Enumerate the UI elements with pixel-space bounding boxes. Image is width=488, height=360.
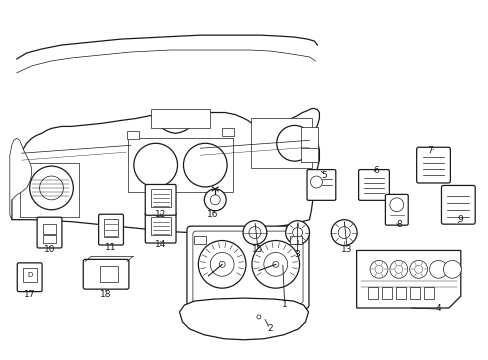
Polygon shape <box>12 109 319 233</box>
Circle shape <box>248 227 260 239</box>
Circle shape <box>204 189 225 211</box>
Circle shape <box>443 260 460 278</box>
FancyBboxPatch shape <box>99 214 123 245</box>
Bar <box>367 287 377 299</box>
Text: 4: 4 <box>435 305 440 314</box>
Bar <box>128 138 232 192</box>
Bar <box>42 235 56 243</box>
Bar <box>100 266 118 282</box>
Circle shape <box>409 260 427 278</box>
Bar <box>300 148 318 162</box>
Circle shape <box>394 265 402 273</box>
Bar <box>222 129 234 136</box>
Text: 9: 9 <box>456 215 462 224</box>
Text: 12: 12 <box>155 210 166 219</box>
Text: 14: 14 <box>155 240 166 249</box>
Circle shape <box>264 252 287 276</box>
Circle shape <box>198 240 245 288</box>
Circle shape <box>219 261 224 267</box>
FancyBboxPatch shape <box>83 260 129 289</box>
Circle shape <box>292 228 302 238</box>
Text: 3: 3 <box>294 250 300 259</box>
Circle shape <box>210 195 220 205</box>
Bar <box>423 287 433 299</box>
Circle shape <box>183 143 226 187</box>
Text: 1: 1 <box>281 300 287 309</box>
Circle shape <box>40 176 63 200</box>
FancyBboxPatch shape <box>441 185 474 224</box>
Circle shape <box>369 260 387 278</box>
Circle shape <box>210 252 234 276</box>
Text: 17: 17 <box>24 289 35 298</box>
FancyBboxPatch shape <box>37 217 62 248</box>
Text: 15: 15 <box>252 245 263 254</box>
Bar <box>409 287 419 299</box>
Circle shape <box>338 227 349 239</box>
Text: 8: 8 <box>395 220 401 229</box>
Bar <box>42 224 56 234</box>
FancyBboxPatch shape <box>145 184 176 215</box>
FancyBboxPatch shape <box>17 263 42 292</box>
FancyBboxPatch shape <box>385 194 407 225</box>
Circle shape <box>134 143 177 187</box>
Bar <box>127 131 139 139</box>
Bar <box>103 219 118 237</box>
Text: 7: 7 <box>427 146 432 155</box>
Text: 18: 18 <box>100 289 112 298</box>
FancyBboxPatch shape <box>416 147 449 183</box>
Text: 5: 5 <box>321 171 326 180</box>
Bar <box>150 189 170 207</box>
Circle shape <box>389 260 407 278</box>
Polygon shape <box>10 138 32 220</box>
Bar <box>381 287 391 299</box>
Bar <box>250 118 312 168</box>
Circle shape <box>243 221 266 244</box>
FancyBboxPatch shape <box>306 170 335 201</box>
Text: 16: 16 <box>206 210 218 219</box>
Text: 2: 2 <box>266 324 272 333</box>
Bar <box>289 235 301 243</box>
Circle shape <box>331 220 356 246</box>
Polygon shape <box>356 251 460 308</box>
Circle shape <box>276 125 312 161</box>
FancyBboxPatch shape <box>192 231 303 303</box>
Circle shape <box>256 315 260 319</box>
Circle shape <box>310 176 322 188</box>
FancyBboxPatch shape <box>145 212 176 243</box>
Text: 11: 11 <box>105 243 117 252</box>
Text: D: D <box>27 272 32 278</box>
Circle shape <box>428 260 447 278</box>
Circle shape <box>251 240 299 288</box>
Circle shape <box>374 265 382 273</box>
Text: 6: 6 <box>372 166 378 175</box>
Bar <box>150 109 210 129</box>
FancyBboxPatch shape <box>358 170 388 201</box>
Bar <box>300 127 318 149</box>
FancyBboxPatch shape <box>186 226 308 309</box>
Text: 13: 13 <box>341 245 352 254</box>
Bar <box>194 235 206 243</box>
Bar <box>150 217 170 235</box>
Bar <box>22 268 37 282</box>
Circle shape <box>414 265 422 273</box>
Circle shape <box>30 166 73 210</box>
Bar <box>20 163 79 217</box>
Bar <box>395 287 405 299</box>
Polygon shape <box>179 298 308 340</box>
Circle shape <box>389 198 403 212</box>
Circle shape <box>285 221 309 244</box>
Circle shape <box>272 261 278 267</box>
Text: 10: 10 <box>44 245 55 254</box>
